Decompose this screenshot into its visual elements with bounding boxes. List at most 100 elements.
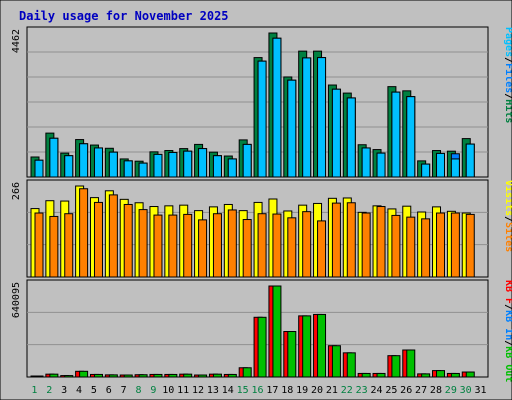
bar-sites — [138, 209, 148, 278]
bar-pages — [391, 91, 401, 178]
legend-separator: / — [503, 216, 512, 222]
bar-kb-out — [436, 370, 446, 378]
bar-sites — [64, 213, 74, 278]
legend-entry: Hits — [503, 99, 512, 123]
y-max-label: 640095 — [11, 282, 22, 318]
day-label: 2 — [46, 385, 52, 396]
bar-kb-out — [421, 373, 431, 378]
bar-sites — [257, 213, 267, 278]
bar-kb-out — [302, 315, 312, 378]
bar-sites — [242, 219, 252, 278]
bar-sites — [79, 188, 89, 278]
bar-pages — [406, 96, 416, 178]
bar-sites — [391, 214, 401, 278]
bar-kb-out — [361, 372, 371, 378]
day-label: 16 — [251, 385, 263, 396]
day-label: 14 — [222, 385, 234, 396]
bar-pages — [49, 137, 59, 178]
bar-sites — [331, 202, 341, 278]
bar-kb-out — [272, 285, 282, 378]
bar-kb-out — [153, 373, 163, 378]
bar-pages — [450, 158, 460, 178]
day-label: 23 — [356, 385, 368, 396]
bar-pages — [64, 155, 74, 178]
bar-kb-out — [331, 345, 341, 378]
y-max-label: 266 — [11, 182, 22, 200]
day-label: 29 — [445, 385, 457, 396]
bar-pages — [376, 152, 386, 178]
bar-pages — [436, 152, 446, 178]
bar-pages — [331, 88, 341, 178]
bar-pages — [108, 151, 118, 178]
bar-pages — [242, 143, 252, 178]
bar-kb-out — [465, 371, 475, 378]
day-label: 5 — [91, 385, 97, 396]
legend-separator: / — [503, 340, 512, 346]
bar-sites — [465, 213, 475, 278]
legend-entry: KB Out — [503, 346, 512, 382]
panel-visits-sites: 266 Visits/Sites — [11, 179, 512, 278]
bar-pages — [287, 79, 297, 178]
bar-sites — [272, 213, 282, 278]
bar-kb-out — [391, 355, 401, 378]
day-label: 7 — [121, 385, 127, 396]
day-label: 25 — [385, 385, 397, 396]
bar-sites — [436, 212, 446, 278]
bar-kb-out — [34, 375, 44, 378]
bar-pages — [317, 57, 327, 178]
bar-kb-out — [287, 331, 297, 378]
bar-kb-out — [138, 374, 148, 378]
day-label: 1 — [31, 385, 37, 396]
legend-separator: / — [503, 304, 512, 310]
bar-sites — [346, 202, 356, 278]
bar-pages — [257, 60, 267, 178]
bar-sites — [376, 206, 386, 278]
legend-separator: / — [503, 57, 512, 63]
bar-pages — [361, 147, 371, 178]
bar-sites — [421, 218, 431, 278]
bar-sites — [302, 211, 312, 278]
legend-separator: / — [503, 93, 512, 99]
bar-kb-out — [317, 313, 327, 378]
day-label: 19 — [296, 385, 308, 396]
bar-sites — [406, 216, 416, 278]
bar-pages — [183, 150, 193, 178]
bar-pages — [168, 151, 178, 178]
bar-sites — [108, 194, 118, 278]
bar-pages — [34, 159, 44, 178]
bar-pages — [79, 143, 89, 178]
day-label: 15 — [237, 385, 249, 396]
bar-sites — [287, 217, 297, 278]
bar-kb-out — [376, 372, 386, 378]
bar-sites — [361, 212, 371, 278]
bar-kb-out — [168, 373, 178, 378]
bar-sites — [450, 212, 460, 278]
bar-sites — [212, 213, 222, 278]
bar-pages — [153, 153, 163, 178]
bar-kb-out — [123, 374, 133, 378]
bar-kb-out — [79, 370, 89, 378]
bar-sites — [153, 214, 163, 278]
day-label: 11 — [177, 385, 189, 396]
day-label: 10 — [162, 385, 174, 396]
bar-kb-out — [346, 352, 356, 378]
x-axis-day-labels: 1 2 3 4 5 6 7 8 9 10 11 12 13 14 15 16 17 18 19 20 21 22 23 24 2… — [31, 385, 486, 396]
day-label: 28 — [430, 385, 442, 396]
bar-pages — [272, 37, 282, 178]
day-label: 18 — [281, 385, 293, 396]
day-label: 12 — [192, 385, 204, 396]
day-label: 22 — [341, 385, 353, 396]
bar-kb-out — [198, 374, 208, 378]
bar-pages — [198, 148, 208, 178]
bar-sites — [183, 213, 193, 278]
day-label: 13 — [207, 385, 219, 396]
day-label: 27 — [415, 385, 427, 396]
chart-title: Daily usage for November 2025 — [19, 9, 229, 23]
bar-sites — [93, 201, 103, 278]
bar-pages — [138, 162, 148, 178]
bar-kb-out — [257, 316, 267, 378]
bar-kb-out — [49, 373, 59, 378]
bar-kb-out — [227, 373, 237, 378]
